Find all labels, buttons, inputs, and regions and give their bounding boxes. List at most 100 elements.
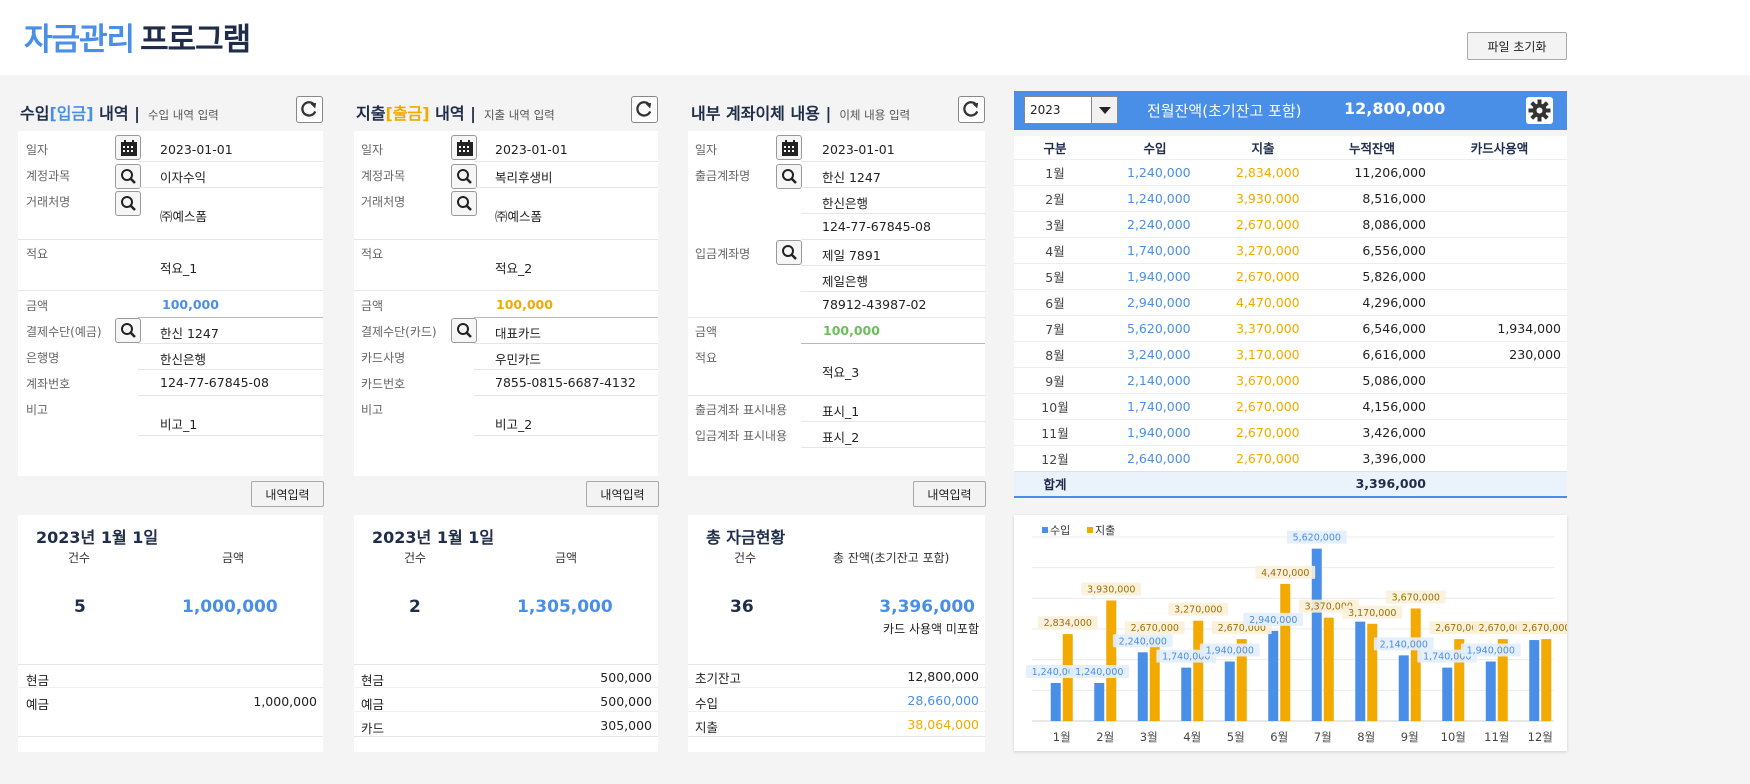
income-amount-label: 금액 [26, 299, 49, 313]
total-balance-value: 3,396,000 [879, 597, 975, 617]
income-data-label: 2,140,000 [1380, 639, 1428, 650]
transfer-date-value[interactable]: 2023-01-01 [822, 142, 895, 157]
table-row: 1월 1,240,000 2,834,000 11,206,000 [1014, 158, 1567, 185]
vendor-search-button[interactable] [115, 191, 141, 216]
income-note-value[interactable]: 비고_1 [160, 417, 198, 432]
expense-bar [1193, 620, 1204, 721]
table-row: 2월 1,240,000 3,930,000 8,516,000 [1014, 184, 1567, 211]
expense-panel-title: 지출[출금] 내역 | 지출 내역 입력 [356, 104, 555, 123]
income-refresh-button[interactable] [296, 96, 323, 123]
total-value: 3,396,000 [1312, 470, 1432, 498]
settings-button[interactable] [1526, 97, 1553, 124]
transfer-refresh-button[interactable] [958, 96, 985, 123]
total-empty [1214, 470, 1312, 498]
x-tick-label: 10월 [1441, 730, 1466, 744]
total-count-label: 건수 [734, 551, 757, 565]
income-amount-sum-label: 금액 [222, 551, 245, 565]
legend-swatch [1087, 527, 1093, 533]
calendar-icon [457, 140, 473, 156]
table-row: 9월 2,140,000 3,670,000 5,086,000 [1014, 366, 1567, 393]
income-label-bg [1243, 612, 1304, 626]
transfer-submit-button[interactable]: 내역입력 [913, 481, 986, 507]
col-header-period: 구분 [1014, 136, 1096, 159]
calendar-button[interactable] [115, 135, 141, 160]
vendor-search-button[interactable] [451, 191, 477, 216]
expense-data-label: 2,670,000 [1435, 623, 1483, 634]
expense-cell: 4,470,000 [1214, 288, 1312, 315]
total-expense-value: 38,064,000 [907, 717, 979, 732]
payment-search-button[interactable] [451, 318, 477, 343]
file-reset-button[interactable]: 파일 초기화 [1467, 32, 1567, 60]
year-select[interactable]: 2023 [1024, 96, 1118, 124]
calendar-button[interactable] [776, 135, 802, 160]
card-cell [1432, 184, 1567, 211]
card-excluded-note: 카드 사용액 미포함 [883, 622, 979, 636]
legend-label: 지출 [1095, 524, 1115, 537]
income-amount-value[interactable]: 100,000 [162, 297, 219, 312]
income-memo-value[interactable]: 적요_1 [160, 261, 198, 276]
transfer-from-name[interactable]: 한신 1247 [822, 170, 881, 185]
transfer-subtitle: 이체 내용 입력 [839, 108, 911, 122]
account-search-button[interactable] [115, 164, 141, 189]
income-submit-button[interactable]: 내역입력 [251, 481, 324, 507]
income-cell: 1,240,000 [1096, 184, 1214, 211]
balance-cell: 6,556,000 [1312, 236, 1432, 263]
transfer-amount-value[interactable]: 100,000 [823, 323, 880, 338]
expense-account-value[interactable]: 복리후생비 [495, 170, 553, 185]
col-header-expense: 지출 [1214, 136, 1312, 159]
income-bank-label: 은행명 [26, 351, 60, 365]
col-header-card: 카드사용액 [1432, 136, 1567, 159]
calendar-button[interactable] [451, 135, 477, 160]
to-account-search-button[interactable] [776, 240, 802, 265]
transfer-memo-value[interactable]: 적요_3 [822, 365, 860, 380]
total-label: 합계 [1014, 470, 1096, 498]
income-date-value[interactable]: 2023-01-01 [160, 142, 233, 157]
income-payment-value[interactable]: 한신 1247 [160, 326, 219, 341]
expense-refresh-button[interactable] [631, 96, 658, 123]
income-payment-label: 결제수단(예금) [26, 325, 102, 339]
expense-form: 일자 2023-01-01 계정과목 복리후생비 거래처명 ㈜예스폼 적요 적요… [354, 131, 658, 476]
expense-vendor-value[interactable]: ㈜예스폼 [495, 209, 543, 224]
expense-label-bg [1255, 565, 1316, 579]
col-header-income: 수입 [1096, 136, 1214, 159]
total-funds-title: 총 자금현황 [706, 528, 786, 547]
expense-vendor-label: 거래처명 [361, 195, 406, 209]
income-label-bg [1112, 634, 1173, 648]
chevron-down-icon[interactable] [1091, 97, 1117, 123]
month-cell: 4월 [1014, 236, 1096, 263]
transfer-from-disp-value[interactable]: 표시_1 [822, 404, 860, 419]
expense-data-label: 3,370,000 [1305, 602, 1353, 613]
expense-payment-value[interactable]: 대표카드 [495, 326, 542, 341]
expense-data-label: 2,834,000 [1044, 618, 1092, 629]
expense-label-bg [1168, 602, 1229, 616]
balance-cell: 11,206,000 [1312, 158, 1432, 185]
expense-amount-value[interactable]: 100,000 [496, 297, 553, 312]
search-icon [457, 323, 472, 338]
income-bar [1485, 661, 1496, 721]
income-amount-sum-value: 1,000,000 [182, 597, 278, 617]
expense-note-value[interactable]: 비고_2 [495, 417, 533, 432]
transfer-to-disp-value[interactable]: 표시_2 [822, 430, 860, 445]
income-data-label: 1,740,000 [1423, 652, 1471, 663]
table-row: 11월 1,940,000 2,670,000 3,426,000 [1014, 418, 1567, 445]
gear-icon [1528, 99, 1551, 122]
expense-submit-button[interactable]: 내역입력 [586, 481, 659, 507]
balance-cell: 5,086,000 [1312, 366, 1432, 393]
payment-search-button[interactable] [115, 318, 141, 343]
expense-memo-value[interactable]: 적요_2 [495, 261, 533, 276]
expense-cardco-value: 우민카드 [495, 352, 542, 367]
expense-amount-sum-value: 1,305,000 [517, 597, 613, 617]
table-row: 5월 1,940,000 2,670,000 5,826,000 [1014, 262, 1567, 289]
from-account-search-button[interactable] [776, 164, 802, 189]
income-data-label: 1,940,000 [1206, 646, 1254, 657]
expense-amount-sum-label: 금액 [555, 551, 578, 565]
account-search-button[interactable] [451, 164, 477, 189]
expense-date-value[interactable]: 2023-01-01 [495, 142, 568, 157]
income-vendor-value[interactable]: ㈜예스폼 [160, 209, 208, 224]
total-empty [1096, 470, 1214, 498]
total-income-label: 수입 [695, 696, 719, 711]
total-empty [1432, 470, 1567, 498]
income-cell: 1,940,000 [1096, 418, 1214, 445]
income-account-value[interactable]: 이자수익 [160, 170, 207, 185]
transfer-to-name[interactable]: 제일 7891 [822, 248, 881, 263]
